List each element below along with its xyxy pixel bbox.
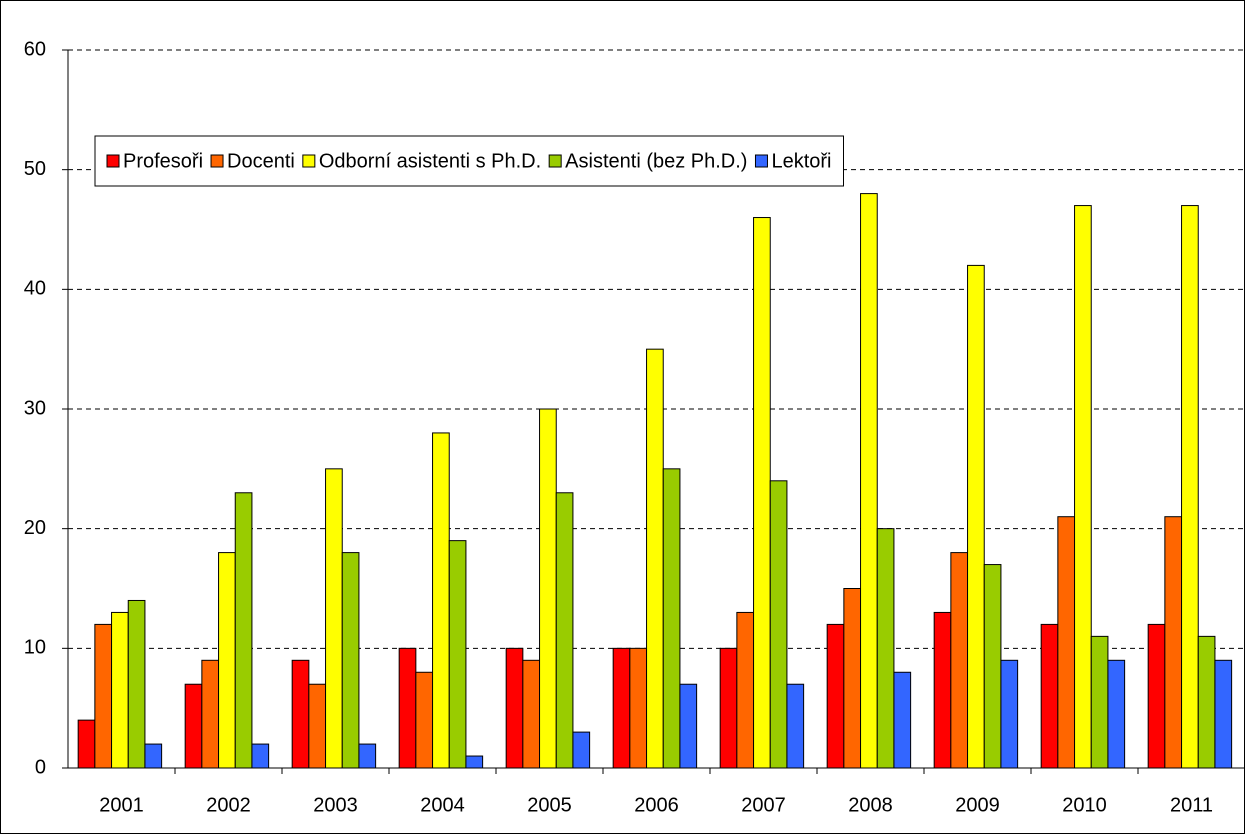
bar [1107, 659, 1126, 769]
bar [719, 647, 738, 769]
bar [341, 552, 360, 769]
bar [291, 659, 310, 769]
y-tick-label: 0 [35, 756, 46, 778]
bar [769, 480, 788, 769]
x-tick-label: 2011 [1170, 794, 1213, 816]
bar [843, 588, 862, 769]
bar [679, 683, 698, 769]
bar [736, 611, 755, 769]
legend-label: Asistenti (bez Ph.D.) [565, 150, 747, 172]
bar [826, 623, 845, 769]
x-tick-label: 2002 [206, 794, 251, 816]
bar [572, 731, 591, 769]
bar [234, 492, 253, 769]
bar [465, 755, 484, 769]
legend: Profesoři Docenti Odborní asistenti s Ph.D… [94, 135, 844, 187]
bar [539, 408, 557, 769]
bar [1147, 623, 1166, 769]
bar [1090, 635, 1109, 769]
bar [893, 671, 912, 769]
bar [398, 647, 417, 769]
bar [77, 719, 96, 769]
legend-swatch [210, 154, 224, 168]
legend-label: Profesoři [123, 150, 203, 172]
bar [448, 540, 467, 769]
legend-label: Docenti [227, 150, 295, 172]
bar [860, 193, 878, 769]
bar [325, 468, 343, 769]
bar [1164, 516, 1183, 769]
bar [555, 492, 574, 769]
bar [358, 743, 377, 769]
y-tick-label: 50 [24, 158, 46, 180]
legend-swatch [754, 154, 768, 168]
x-tick-label: 2007 [741, 794, 786, 816]
y-tick-label: 60 [24, 38, 46, 60]
y-tick-label: 30 [24, 397, 46, 419]
bar [251, 743, 270, 769]
x-tick-label: 2003 [313, 794, 358, 816]
bar [432, 432, 450, 769]
legend-label: Odborní asistenti s Ph.D. [319, 150, 541, 172]
bar [94, 623, 113, 769]
x-tick-label: 2010 [1062, 794, 1107, 816]
x-tick-label: 2006 [634, 794, 679, 816]
y-tick-label: 40 [24, 278, 46, 300]
x-tick-label: 2005 [527, 794, 572, 816]
bar [662, 468, 681, 769]
y-tick-label: 20 [24, 517, 46, 539]
x-tick-label: 2001 [99, 794, 144, 816]
bar [950, 552, 969, 769]
legend-swatch [302, 154, 316, 168]
bar [1214, 659, 1233, 769]
bar [184, 683, 203, 769]
legend-swatch [106, 154, 120, 168]
y-tick-label: 10 [24, 637, 46, 659]
bar [1057, 516, 1076, 769]
bar [876, 528, 895, 769]
bar [983, 564, 1002, 769]
bar [629, 647, 648, 769]
bar [415, 671, 434, 769]
bar [646, 348, 664, 769]
bar [967, 264, 985, 769]
bar [933, 611, 952, 769]
bar [218, 552, 236, 769]
bar [612, 647, 631, 769]
bar [308, 683, 327, 769]
bar [1181, 205, 1199, 769]
x-tick-label: 2004 [420, 794, 465, 816]
bar [505, 647, 524, 769]
bar [127, 599, 146, 769]
bar [522, 659, 541, 769]
bar [1000, 659, 1019, 769]
x-tick-label: 2008 [848, 794, 893, 816]
bar [1197, 635, 1216, 769]
legend-swatch [548, 154, 562, 168]
bar [753, 217, 771, 769]
bar [1040, 623, 1059, 769]
bar [786, 683, 805, 769]
legend-label: Lektoři [771, 150, 831, 172]
x-tick-label: 2009 [955, 794, 1000, 816]
bar [144, 743, 163, 769]
bar [111, 611, 129, 769]
bar [201, 659, 220, 769]
bar [1074, 205, 1092, 769]
